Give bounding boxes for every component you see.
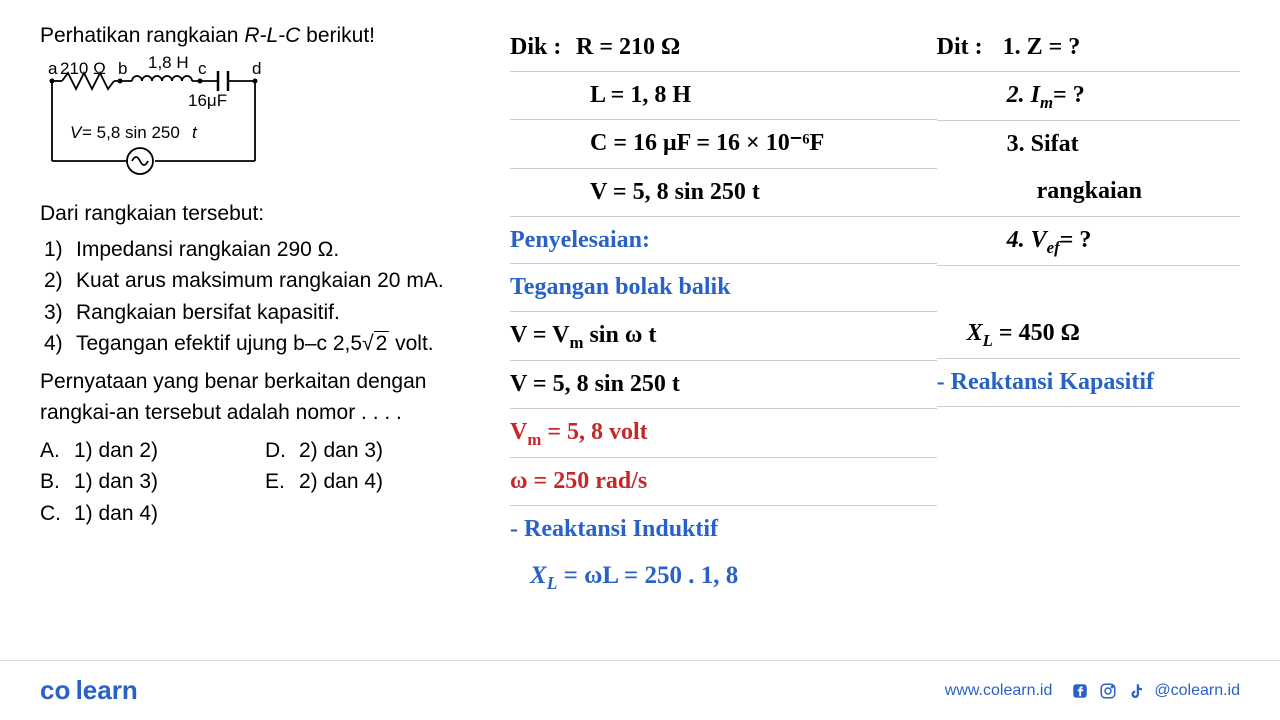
formula-xl: XL = ωL = 250 . 1, 8 [510, 552, 937, 601]
colearn-logo: co learn [40, 675, 138, 706]
svg-text:1,8 H: 1,8 H [148, 56, 189, 72]
list-num: 4) [44, 328, 76, 360]
tiktok-icon [1126, 681, 1146, 701]
formula-vm: Vm = 5, 8 volt [510, 409, 937, 459]
answer-options: A.1) dan 2) B.1) dan 3) C.1) dan 4) D.2)… [40, 435, 490, 530]
problem-intro: Dari rangkaian tersebut: [40, 198, 490, 230]
opt-a: 1) dan 2) [74, 435, 158, 467]
problem-title: Perhatikan rangkaian R-L-C berikut! [40, 24, 490, 48]
opt-c: 1) dan 4) [74, 498, 158, 530]
statement-4: Tegangan efektif ujung b–c 2,5√2 volt. [76, 328, 434, 360]
svg-text:d: d [252, 59, 261, 78]
reaktansi-induktif-heading: - Reaktansi Induktif [510, 506, 937, 552]
formula-v-general: V = Vm sin ω t [510, 312, 937, 362]
opt-d: 2) dan 3) [299, 435, 383, 467]
opt-d-letter: D. [265, 435, 299, 467]
dik-C: C = 16 μF = 16 × 10⁻⁶F [510, 120, 937, 168]
xl-result: XL = 450 Ω [937, 310, 1240, 360]
svg-text:t: t [192, 123, 198, 142]
opt-c-letter: C. [40, 498, 74, 530]
social-icons: @colearn.id [1070, 681, 1240, 701]
formula-omega: ω = 250 rad/s [510, 458, 937, 505]
question-text: Pernyataan yang benar berkaitan dengan r… [40, 366, 490, 429]
solution-column-2: Dit : 1. Z = ? 2. Im= ? 3. Sifat rangkai… [937, 24, 1240, 640]
dit-vef: 4. Vef= ? [937, 217, 1240, 266]
dit-sifat1: 3. Sifat [937, 121, 1240, 168]
statement-3: Rangkaian bersifat kapasitif. [76, 297, 340, 329]
reaktansi-kapasitif-heading: - Reaktansi Kapasitif [937, 359, 1240, 406]
penyelesaian-heading: Penyelesaian: [510, 217, 937, 264]
svg-text:16μF: 16μF [188, 91, 227, 110]
statement-1: Impedansi rangkaian 290 Ω. [76, 234, 339, 266]
dik-V: V = 5, 8 sin 250 t [510, 169, 937, 217]
instagram-icon [1098, 681, 1118, 701]
opt-a-letter: A. [40, 435, 74, 467]
opt-b: 1) dan 3) [74, 466, 158, 498]
tegangan-heading: Tegangan bolak balik [510, 264, 937, 311]
dik-R: Dik : R = 210 Ω [510, 24, 937, 72]
footer-url: www.colearn.id [945, 682, 1053, 700]
footer: co learn www.colearn.id @colearn.id [0, 660, 1280, 720]
svg-text:a: a [48, 59, 58, 78]
dit-sifat2: rangkaian [937, 168, 1240, 216]
statement-list: 1)Impedansi rangkaian 290 Ω. 2)Kuat arus… [40, 234, 490, 360]
circuit-diagram: a 210 Ω b 1,8 H c d 16μF [40, 56, 290, 186]
title-pre: Perhatikan rangkaian [40, 24, 244, 47]
dik-L: L = 1, 8 H [510, 72, 937, 120]
statement-2: Kuat arus maksimum rangkaian 20 mA. [76, 265, 444, 297]
social-handle: @colearn.id [1154, 682, 1240, 700]
svg-text:c: c [198, 59, 207, 78]
opt-e: 2) dan 4) [299, 466, 383, 498]
opt-e-letter: E. [265, 466, 299, 498]
title-italic: R-L-C [244, 24, 300, 47]
dit-z: Dit : 1. Z = ? [937, 24, 1240, 72]
facebook-icon [1070, 681, 1090, 701]
problem-column: Perhatikan rangkaian R-L-C berikut! a 21… [40, 24, 510, 640]
list-num: 1) [44, 234, 76, 266]
formula-v-value: V = 5, 8 sin 250 t [510, 361, 937, 408]
svg-text:= 5,8 sin 250: = 5,8 sin 250 [82, 123, 180, 142]
list-num: 2) [44, 265, 76, 297]
solution-column-1: Dik : R = 210 Ω L = 1, 8 H C = 16 μF = 1… [510, 24, 937, 640]
opt-b-letter: B. [40, 466, 74, 498]
title-post: berikut! [300, 24, 375, 47]
svg-text:b: b [118, 59, 127, 78]
dit-im: 2. Im= ? [937, 72, 1240, 121]
dik-label: Dik : [510, 26, 570, 69]
list-num: 3) [44, 297, 76, 329]
